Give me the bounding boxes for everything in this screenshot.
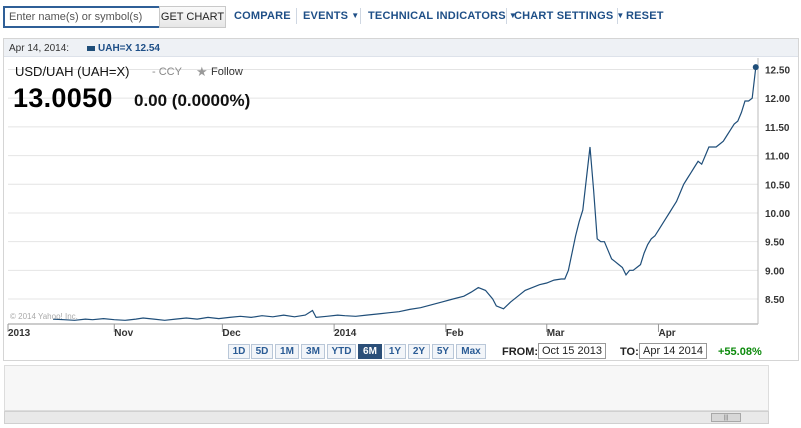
follow-button[interactable]: Follow: [211, 66, 243, 78]
to-date-input[interactable]: Apr 14 2014: [639, 343, 707, 359]
star-icon[interactable]: ★: [196, 64, 208, 79]
chart-settings-menu[interactable]: CHART SETTINGS ▼: [514, 10, 624, 22]
events-label: EVENTS: [303, 10, 349, 22]
instrument-type: - CCY: [152, 66, 182, 78]
y-tick-label: 11.50: [765, 123, 790, 134]
grid-lines: [8, 68, 758, 300]
history-navigator[interactable]: [4, 365, 769, 411]
range-5y-button[interactable]: 5Y: [432, 344, 454, 359]
reset-button[interactable]: RESET: [626, 10, 664, 22]
compare-label: COMPARE: [234, 10, 291, 22]
technical-indicators-label: TECHNICAL INDICATORS: [368, 10, 506, 22]
x-tick-label: Feb: [446, 328, 464, 339]
period-change: +55.08%: [718, 346, 762, 358]
y-tick-label: 12.00: [765, 94, 790, 105]
series-line: [52, 67, 757, 321]
range-5d-button[interactable]: 5D: [251, 344, 273, 359]
hover-date: Apr 14, 2014:: [9, 43, 70, 54]
toolbar-divider: [617, 8, 618, 24]
toolbar: GET CHART COMPARE EVENTS▼ TECHNICAL INDI…: [0, 0, 801, 34]
hover-info-bar: [4, 39, 798, 57]
price-change: 0.00 (0.0000%): [134, 91, 251, 110]
to-label: TO:: [620, 346, 639, 358]
x-tick-label: 2014: [334, 328, 357, 339]
reset-label: RESET: [626, 10, 664, 22]
toolbar-divider: [296, 8, 297, 24]
hover-series-value: UAH=X 12.54: [98, 43, 160, 54]
y-tick-label: 12.50: [765, 65, 790, 76]
y-tick-label: 9.00: [765, 266, 785, 277]
y-tick-label: 9.50: [765, 238, 785, 249]
from-date-input[interactable]: Oct 15 2013: [538, 343, 606, 359]
y-axis-labels: 8.50 9.00 9.50 10.00 10.50 11.00 11.50 12.00 12.…: [765, 65, 790, 306]
x-tick-label: Dec: [222, 328, 241, 339]
copyright-text: © 2014 Yahoo! Inc.: [10, 312, 78, 321]
range-6m-button[interactable]: 6M: [358, 344, 382, 359]
scrollbar[interactable]: [4, 411, 769, 424]
range-ytd-button[interactable]: YTD: [327, 344, 356, 359]
from-label: FROM:: [502, 346, 539, 358]
x-tick-label: 2013: [8, 328, 31, 339]
range-max-button[interactable]: Max: [456, 344, 486, 359]
chevron-down-icon: ▼: [508, 11, 517, 20]
x-tick-label: Apr: [658, 328, 675, 339]
y-tick-label: 10.00: [765, 209, 790, 220]
series-color-swatch: [87, 46, 95, 51]
compare-button[interactable]: COMPARE: [234, 10, 291, 22]
toolbar-divider: [360, 8, 361, 24]
chart-settings-label: CHART SETTINGS: [514, 10, 614, 22]
chart-panel: [3, 38, 799, 361]
scrollbar-thumb[interactable]: |||: [711, 413, 741, 422]
chevron-down-icon: ▼: [351, 11, 360, 20]
events-menu[interactable]: EVENTS ▼: [303, 10, 359, 22]
toolbar-divider: [506, 8, 507, 24]
technical-indicators-menu[interactable]: TECHNICAL INDICATORS ▼: [368, 10, 517, 22]
y-tick-label: 8.50: [765, 295, 785, 306]
y-tick-label: 11.00: [765, 152, 790, 163]
range-1y-button[interactable]: 1Y: [384, 344, 406, 359]
chevron-down-icon: ▼: [616, 11, 625, 20]
last-price: 13.0050: [13, 83, 113, 113]
get-chart-button[interactable]: GET CHART: [159, 6, 226, 28]
last-point-marker: [752, 64, 759, 71]
range-3m-button[interactable]: 3M: [301, 344, 325, 359]
y-tick-label: 10.50: [765, 180, 790, 191]
x-tick-label: Nov: [114, 328, 133, 339]
range-1m-button[interactable]: 1M: [275, 344, 299, 359]
symbol-search-input[interactable]: [3, 6, 163, 28]
x-axis: 2013 Nov Dec 2014 Feb Mar Apr: [7, 58, 759, 339]
range-1d-button[interactable]: 1D: [228, 344, 250, 359]
instrument-title: USD/UAH (UAH=X): [15, 64, 130, 79]
x-tick-label: Mar: [547, 328, 565, 339]
range-2y-button[interactable]: 2Y: [408, 344, 430, 359]
